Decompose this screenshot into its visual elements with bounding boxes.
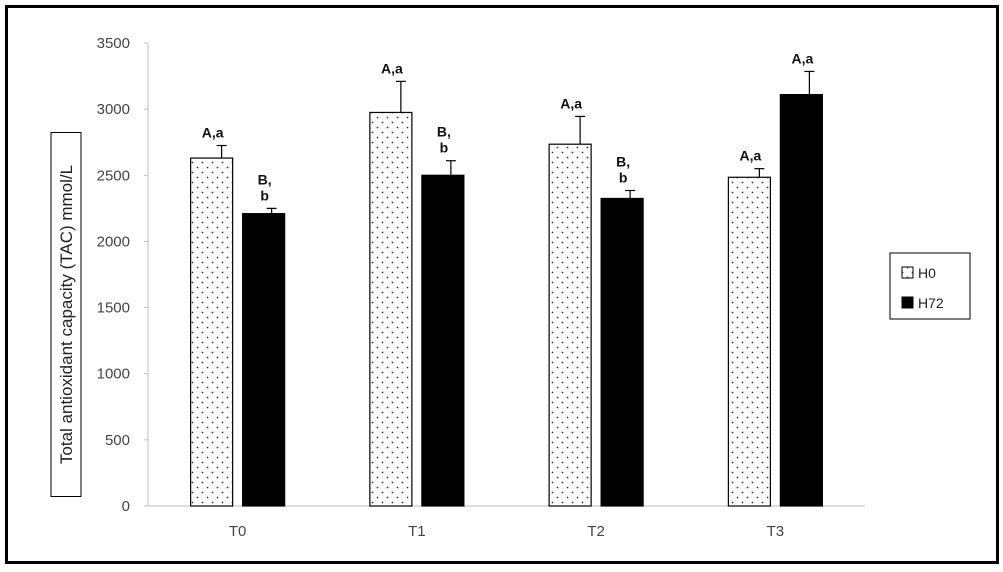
legend-swatch-h72 bbox=[901, 296, 914, 309]
significance-label: A,a bbox=[739, 148, 761, 164]
y-axis-title: Total antioxidant capacity (TAC) mmol/L bbox=[57, 165, 76, 464]
significance-label: A,a bbox=[381, 60, 403, 76]
x-tick-label: T2 bbox=[587, 523, 605, 540]
x-tick-label: T0 bbox=[229, 523, 247, 540]
bars: A,a B, b A,a B, b A,a B, b A,a A,a bbox=[190, 50, 823, 507]
y-axis-title-group: Total antioxidant capacity (TAC) mmol/L bbox=[50, 132, 82, 497]
legend-swatch-h0 bbox=[901, 266, 914, 279]
figure-frame bbox=[5, 5, 999, 564]
bar-h72 bbox=[600, 197, 644, 507]
y-tick-label: 3000 bbox=[97, 101, 130, 118]
y-tick-label: 2500 bbox=[97, 167, 130, 184]
bar-h72 bbox=[421, 174, 465, 507]
bar-h72 bbox=[242, 213, 286, 507]
bar-h0 bbox=[369, 111, 413, 507]
bar-h0 bbox=[190, 157, 234, 507]
y-tick-label: 2000 bbox=[97, 233, 130, 250]
bar-h72 bbox=[779, 93, 823, 507]
y-axis-title-box bbox=[50, 132, 82, 497]
significance-label: A,a bbox=[560, 95, 582, 111]
x-tick-label: T1 bbox=[408, 523, 426, 540]
significance-label: A,a bbox=[791, 50, 813, 66]
bar-h0 bbox=[727, 176, 771, 507]
significance-label: B, b bbox=[437, 124, 451, 156]
y-tick-label: 3500 bbox=[97, 35, 130, 52]
significance-label: A,a bbox=[202, 125, 224, 141]
legend: H0 H72 bbox=[889, 252, 971, 320]
bar-h0 bbox=[548, 143, 592, 507]
legend-label-h72: H72 bbox=[918, 295, 944, 311]
y-tick-label: 1000 bbox=[97, 366, 130, 383]
y-tick-label: 0 bbox=[122, 498, 130, 515]
y-tick-label: 500 bbox=[105, 432, 130, 449]
y-tick-label: 1500 bbox=[97, 300, 130, 317]
significance-label: B, b bbox=[258, 171, 272, 203]
legend-label-h0: H0 bbox=[918, 265, 936, 281]
significance-label: B, b bbox=[616, 153, 630, 185]
x-tick-label: T3 bbox=[767, 523, 785, 540]
axes: 0 500 1000 1500 2000 2500 3000 3500 Total antiox… bbox=[50, 35, 865, 540]
